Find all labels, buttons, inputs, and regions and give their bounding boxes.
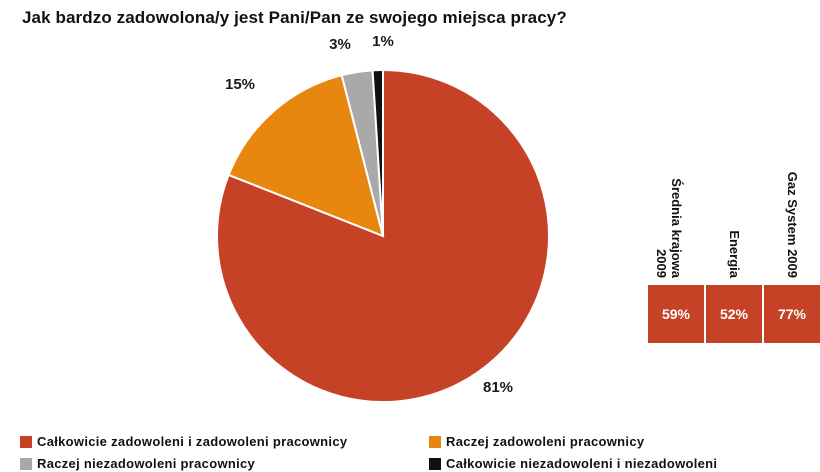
pie-data-label: 1%: [372, 33, 394, 50]
legend-swatch: [20, 435, 32, 448]
pie-slice-raczej-zadowoleni: [227, 73, 385, 238]
comparison-value: 52%: [706, 285, 762, 343]
comparison-label: Energia: [727, 230, 742, 278]
comparison-column-gaz-system: Gaz System 2009 77%: [764, 150, 820, 344]
legend-item: Całkowicie niezadowoleni i niezadowoleni: [429, 456, 717, 471]
legend-swatch: [429, 435, 441, 448]
comparison-column-energia: Energia 52%: [706, 150, 762, 344]
pie-slice-calkowicie-zadowoleni: [216, 68, 550, 403]
comparison-column-srednia: Średnia krajowa 2009 59%: [648, 150, 704, 344]
comparison-value: 77%: [764, 285, 820, 343]
comparison-table: Średnia krajowa 2009 59% Energia 52% Gaz…: [648, 150, 820, 344]
comparison-label: Średnia krajowa 2009: [654, 178, 684, 278]
pie-data-label: 81%: [483, 379, 513, 396]
legend-item: Raczej zadowoleni pracownicy: [429, 434, 644, 449]
legend-item: Raczej niezadowoleni pracownicy: [20, 456, 255, 471]
legend-label: Raczej niezadowoleni pracownicy: [37, 456, 256, 471]
comparison-value: 59%: [648, 285, 704, 343]
legend-label: Raczej zadowoleni pracownicy: [446, 434, 645, 449]
pie-slice-calkowicie-niezadowoleni: [371, 68, 384, 237]
legend-swatch: [20, 457, 32, 470]
chart-title: Jak bardzo zadowolona/y jest Pani/Pan ze…: [22, 8, 567, 27]
comparison-label: Gaz System 2009: [785, 171, 800, 278]
legend-item: Całkowicie zadowoleni i zadowoleni praco…: [20, 434, 347, 449]
legend-swatch: [429, 457, 441, 470]
legend-label: Całkowicie niezadowoleni i niezadowoleni: [446, 456, 718, 471]
legend: Całkowicie zadowoleni i zadowoleni praco…: [20, 434, 810, 472]
legend-label: Całkowicie zadowoleni i zadowoleni praco…: [37, 434, 348, 449]
pie-data-label: 3%: [329, 36, 351, 53]
pie-data-label: 15%: [225, 76, 255, 93]
